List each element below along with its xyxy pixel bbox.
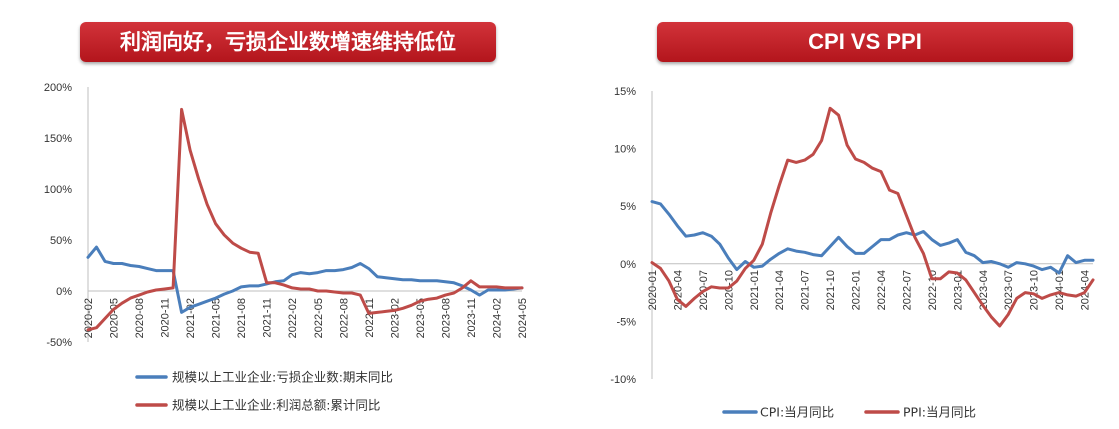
- left-x-tick-label: 2022-08: [338, 298, 350, 338]
- left-legend-label-1: 规模以上工业企业:亏损企业数:期末同比: [172, 370, 393, 385]
- left-x-tick-label: 2024-05: [517, 298, 529, 338]
- left-y-tick-label: 200%: [44, 82, 72, 94]
- right-legend-label-2: PPI:当月同比: [903, 405, 976, 420]
- right-x-tick-label: 2020-10: [723, 270, 735, 310]
- left-y-tick-label: 150%: [44, 133, 72, 145]
- left-x-tick-label: 2024-02: [491, 298, 503, 338]
- left-chart-title: 利润向好，亏损企业数增速维持低位: [80, 22, 496, 62]
- left-x-tick-label: 2023-05: [415, 298, 427, 338]
- right-legend-label-1: CPI:当月同比: [760, 405, 834, 420]
- right-y-tick-label: 5%: [620, 201, 636, 213]
- left-x-tick-label: 2020-08: [134, 298, 146, 338]
- right-x-tick-label: 2021-10: [825, 270, 837, 310]
- left-x-tick-label: 2023-11: [466, 298, 478, 338]
- left-chart: 200%150%100%50%0%-50%2020-02 2020-05 2020-…: [44, 82, 529, 413]
- right-x-tick-label: 2020-04: [672, 270, 684, 310]
- right-x-tick-label: 2020-01: [647, 270, 659, 310]
- right-x-tick-label: 2022-01: [851, 270, 863, 310]
- left-x-tick-label: 2021-11: [262, 298, 274, 338]
- left-x-tick-label: 2021-08: [236, 298, 248, 338]
- left-x-tick-label: 2020-02: [83, 298, 95, 338]
- right-x-tick-label: 2023-10: [1029, 270, 1041, 310]
- left-x-tick-label: 2021-05: [211, 298, 223, 338]
- right-chart-title: CPI VS PPI: [657, 22, 1073, 62]
- left-series-line-1: [86, 245, 524, 314]
- right-x-tick-label: 2022-04: [876, 270, 888, 310]
- left-y-tick-label: 100%: [44, 184, 72, 196]
- right-x-tick-label: 2024-01: [1054, 270, 1066, 310]
- right-series-line-1: [650, 200, 1095, 275]
- right-y-tick-label: -10%: [610, 374, 636, 386]
- right-x-tick-label: 2021-07: [800, 270, 812, 310]
- right-x-tick-label: 2023-07: [1003, 270, 1015, 310]
- left-legend-label-2: 规模以上工业企业:利润总额:累计同比: [172, 398, 380, 413]
- left-x-tick-label: 2022-05: [313, 298, 325, 338]
- right-chart: 15%10%5%0%-5%-10%2020-01 2020-04 2020-07 20…: [610, 86, 1095, 420]
- right-x-tick-label: 2021-04: [774, 270, 786, 310]
- left-x-tick-label: 2023-08: [440, 298, 452, 338]
- right-y-tick-label: 0%: [620, 259, 636, 271]
- left-y-tick-label: 50%: [50, 235, 72, 247]
- left-x-tick-label: 2020-11: [160, 298, 172, 338]
- right-x-tick-label: 2023-01: [952, 270, 964, 310]
- right-x-tick-label: 2022-07: [901, 270, 913, 310]
- left-y-tick-label: -50%: [46, 337, 72, 349]
- right-y-tick-label: 15%: [614, 86, 636, 98]
- right-x-tick-label: 2021-01: [749, 270, 761, 310]
- right-y-tick-label: 10%: [614, 144, 636, 156]
- left-series-line-2: [86, 107, 524, 332]
- right-y-tick-label: -5%: [616, 316, 636, 328]
- left-y-tick-label: 0%: [56, 286, 72, 298]
- right-x-tick-label: 2022-10: [927, 270, 939, 310]
- right-series-line-2: [650, 106, 1095, 328]
- left-x-tick-label: 2023-02: [389, 298, 401, 338]
- left-x-tick-label: 2022-02: [287, 298, 299, 338]
